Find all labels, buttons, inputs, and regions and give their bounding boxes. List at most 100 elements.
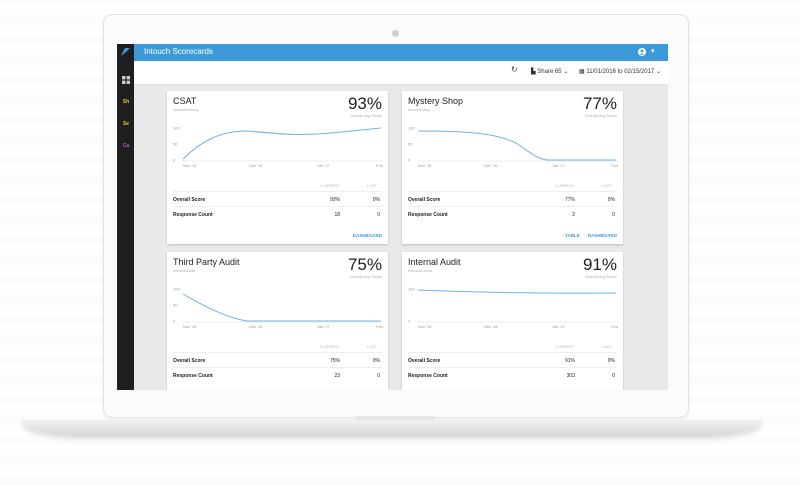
trend-line [182, 293, 381, 322]
trend-chart: 100 50 0 Nov '16 Dec '16 Jan '17 Feb '17 [173, 126, 384, 169]
yellow-badge-icon: Se [122, 121, 130, 127]
sidebar-item-2[interactable]: Se [121, 119, 131, 129]
y-tick-label: 0 [173, 158, 176, 163]
row-last: 0 [377, 373, 380, 379]
col-current-header: CURRENT [320, 344, 340, 349]
row-current: 91% [564, 358, 575, 364]
row-current: 75% [329, 358, 340, 364]
sidebar-item-1[interactable]: Sh [121, 97, 131, 107]
trend-line [182, 127, 382, 160]
purple-badge-icon: Ca [122, 143, 130, 149]
table-row: Response Count 2 0 [408, 206, 617, 222]
date-range-label: 11/01/2016 to 02/15/2017 [586, 69, 655, 75]
card-percent: 77% [582, 94, 617, 113]
store-icon: ▙ [531, 69, 538, 75]
scorecard-mystery-shop[interactable]: Mystery Shop IntouchShop 77% Overall Avg… [402, 91, 623, 244]
table-row: Response Count 23 0 [173, 367, 382, 383]
app-title: Intouch Scorecards [144, 47, 213, 56]
row-current: 77% [564, 197, 575, 203]
col-current-header: CURRENT [555, 344, 575, 349]
x-tick-label: Jan '17 [317, 163, 331, 168]
sidebar: Sh Se Ca [117, 61, 134, 390]
scorecard-third-party-audit[interactable]: Third Party Audit IntouchAudit 75% Overa… [167, 252, 388, 390]
laptop-base [22, 420, 762, 436]
yellow-badge-icon: Sh [122, 99, 130, 105]
x-tick-label: Nov '16 [418, 324, 432, 329]
col-current-header: CURRENT [555, 183, 575, 188]
y-tick-label: 100 [173, 287, 180, 292]
share-button[interactable]: ▙ Share 65 ⌄ [531, 68, 568, 76]
x-tick-label: Nov '16 [183, 324, 197, 329]
toolbar: ↻ ▙ Share 65 ⌄ ▦ 11/01/2016 to 02/15/201… [134, 61, 668, 85]
share-label: Share 65 [537, 69, 562, 75]
card-links: TABLE DASHBOARD [557, 233, 617, 238]
sidebar-item-3[interactable]: Ca [121, 141, 131, 151]
y-tick-label: 0 [408, 319, 411, 324]
x-tick-label: Feb '17 [611, 163, 619, 168]
trend-line [417, 289, 617, 294]
card-links: DASHBOARD [345, 233, 382, 238]
col-last-header: LAST [367, 344, 378, 349]
dashboard-icon [122, 76, 130, 84]
row-current: 18 [334, 212, 340, 218]
refresh-icon[interactable]: ↻ [511, 65, 518, 74]
row-label: Response Count [173, 373, 213, 379]
row-last: 0% [372, 358, 380, 364]
x-tick-label: Dec '16 [484, 324, 498, 329]
trend-chart: 100 0 Nov '16 Dec '16 Jan '17 Feb '17 [408, 287, 619, 330]
trend-line [417, 130, 616, 161]
sidebar-item-dashboard[interactable] [121, 75, 131, 85]
x-tick-label: Feb '17 [376, 163, 384, 168]
card-percent-label: Overall Avg Score [585, 113, 617, 118]
top-bar: Intouch Scorecards ▾ [117, 44, 668, 61]
y-tick-label: 100 [408, 287, 415, 292]
card-percent-label: Overall Avg Score [350, 113, 382, 118]
card-percent: 75% [347, 255, 382, 274]
table-link[interactable]: TABLE [565, 233, 580, 238]
x-tick-label: Feb '17 [376, 324, 384, 329]
card-percent-label: Overall Avg Score [350, 274, 382, 279]
x-tick-label: Feb '17 [611, 324, 619, 329]
x-tick-label: Nov '16 [183, 163, 197, 168]
x-tick-label: Jan '17 [552, 163, 566, 168]
x-tick-label: Jan '17 [552, 324, 566, 329]
card-title: Mystery Shop [408, 96, 464, 106]
trend-chart: 100 50 0 Nov '16 Dec '16 Jan '17 Feb '17 [173, 287, 384, 330]
row-last: 0 [612, 373, 615, 379]
row-current: 303 [566, 373, 575, 379]
date-range-button[interactable]: ▦ 11/01/2016 to 02/15/2017 ⌄ [579, 68, 661, 76]
card-subtitle: IntouchShop [408, 107, 431, 112]
row-label: Overall Score [173, 197, 206, 203]
x-tick-label: Dec '16 [249, 324, 263, 329]
row-label: Response Count [408, 373, 448, 379]
card-percent: 93% [347, 94, 382, 113]
laptop-notch [355, 416, 435, 421]
y-tick-label: 100 [408, 126, 415, 131]
table-row: Response Count 18 0 [173, 206, 382, 222]
calendar-icon: ▦ [579, 69, 587, 75]
table-row: Response Count 303 0 [408, 367, 617, 383]
y-tick-label: 50 [173, 303, 178, 308]
dashboard-link[interactable]: DASHBOARD [352, 233, 382, 238]
card-title: Third Party Audit [173, 257, 240, 267]
user-icon[interactable] [638, 48, 646, 56]
table-row: Overall Score 77% 0% [408, 191, 617, 207]
row-last: 0 [377, 212, 380, 218]
chevron-down-icon[interactable]: ▾ [651, 48, 655, 55]
logo-icon[interactable] [117, 44, 134, 61]
scorecard-internal-audit[interactable]: Internal Audit IntouchCheck 91% Overall … [402, 252, 623, 390]
y-tick-label: 0 [173, 319, 176, 324]
dashboard-link[interactable]: DASHBOARD [587, 233, 617, 238]
chevron-down-icon: ⌄ [655, 69, 661, 75]
row-last: 0% [372, 197, 380, 203]
card-subtitle: IntouchCheck [408, 268, 433, 273]
x-tick-label: Nov '16 [418, 163, 432, 168]
row-current: 2 [572, 212, 575, 218]
scorecard-csat[interactable]: CSAT IntouchSurvey 93% Overall Avg Score… [167, 91, 388, 244]
row-last: 0% [607, 358, 615, 364]
camera-icon [392, 30, 399, 37]
card-subtitle: IntouchAudit [173, 268, 196, 273]
table-row: Overall Score 91% 0% [408, 352, 617, 368]
card-percent-label: Overall Avg Score [585, 274, 617, 279]
table-row: Overall Score 75% 0% [173, 352, 382, 368]
